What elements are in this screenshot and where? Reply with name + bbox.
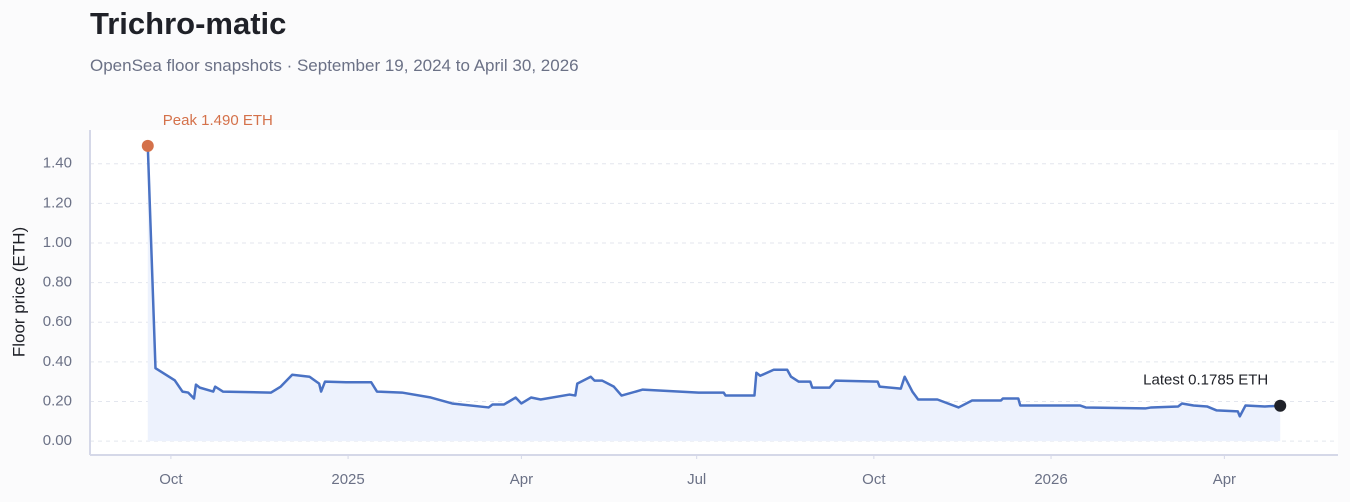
annotation: Latest 0.1785 ETH <box>1143 372 1268 389</box>
y-tick-label: 0.60 <box>43 313 72 330</box>
y-axis-label: Floor price (ETH) <box>9 227 28 357</box>
chart-title: Trichro-matic <box>90 6 287 41</box>
x-tick-label: 2026 <box>1034 471 1067 488</box>
y-tick-label: 0.20 <box>43 392 72 409</box>
x-tick-label: Apr <box>1213 471 1236 488</box>
y-tick-label: 1.40 <box>43 155 72 172</box>
y-tick-label: 0.00 <box>43 432 72 449</box>
x-tick-label: Jul <box>687 471 706 488</box>
area <box>147 145 1281 442</box>
x-tick-label: Apr <box>510 471 533 488</box>
y-tick-label: 0.80 <box>43 274 72 291</box>
y-tick-label: 1.00 <box>43 234 72 251</box>
end-marker <box>1274 399 1287 412</box>
line <box>146 145 1281 418</box>
y-tick-label: 0.40 <box>43 353 72 370</box>
chart-subtitle: OpenSea floor snapshots · September 19, … <box>90 56 579 75</box>
x-tick-label: Oct <box>862 471 886 488</box>
y-tick-label: 1.20 <box>43 194 72 211</box>
x-tick-label: Oct <box>159 471 183 488</box>
annotation: Peak 1.490 ETH <box>163 112 273 129</box>
x-tick-label: 2025 <box>331 471 364 488</box>
end-marker <box>141 139 154 152</box>
